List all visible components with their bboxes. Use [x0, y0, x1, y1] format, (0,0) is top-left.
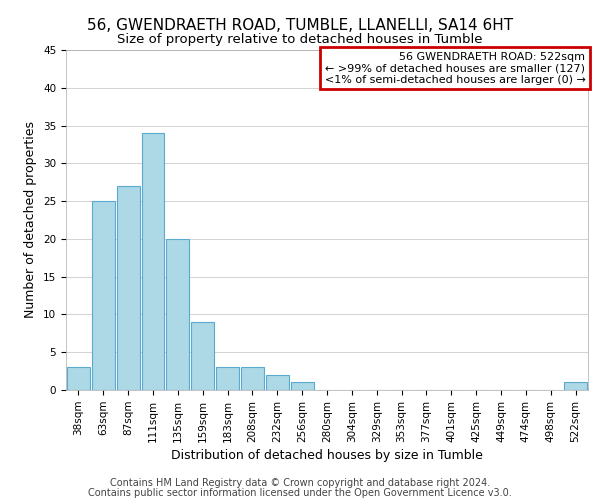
X-axis label: Distribution of detached houses by size in Tumble: Distribution of detached houses by size … — [171, 449, 483, 462]
Bar — [564, 382, 587, 390]
Bar — [191, 322, 214, 390]
Text: 56, GWENDRAETH ROAD, TUMBLE, LLANELLI, SA14 6HT: 56, GWENDRAETH ROAD, TUMBLE, LLANELLI, S… — [87, 18, 513, 32]
Bar — [142, 133, 164, 390]
Text: Size of property relative to detached houses in Tumble: Size of property relative to detached ho… — [117, 32, 483, 46]
Bar — [216, 368, 239, 390]
Text: 56 GWENDRAETH ROAD: 522sqm
← >99% of detached houses are smaller (127)
<1% of se: 56 GWENDRAETH ROAD: 522sqm ← >99% of det… — [325, 52, 586, 85]
Bar — [266, 375, 289, 390]
Bar — [166, 239, 189, 390]
Bar — [67, 368, 90, 390]
Bar — [291, 382, 314, 390]
Text: Contains HM Land Registry data © Crown copyright and database right 2024.: Contains HM Land Registry data © Crown c… — [110, 478, 490, 488]
Bar — [117, 186, 140, 390]
Text: Contains public sector information licensed under the Open Government Licence v3: Contains public sector information licen… — [88, 488, 512, 498]
Bar — [92, 201, 115, 390]
Bar — [241, 368, 264, 390]
Y-axis label: Number of detached properties: Number of detached properties — [25, 122, 37, 318]
